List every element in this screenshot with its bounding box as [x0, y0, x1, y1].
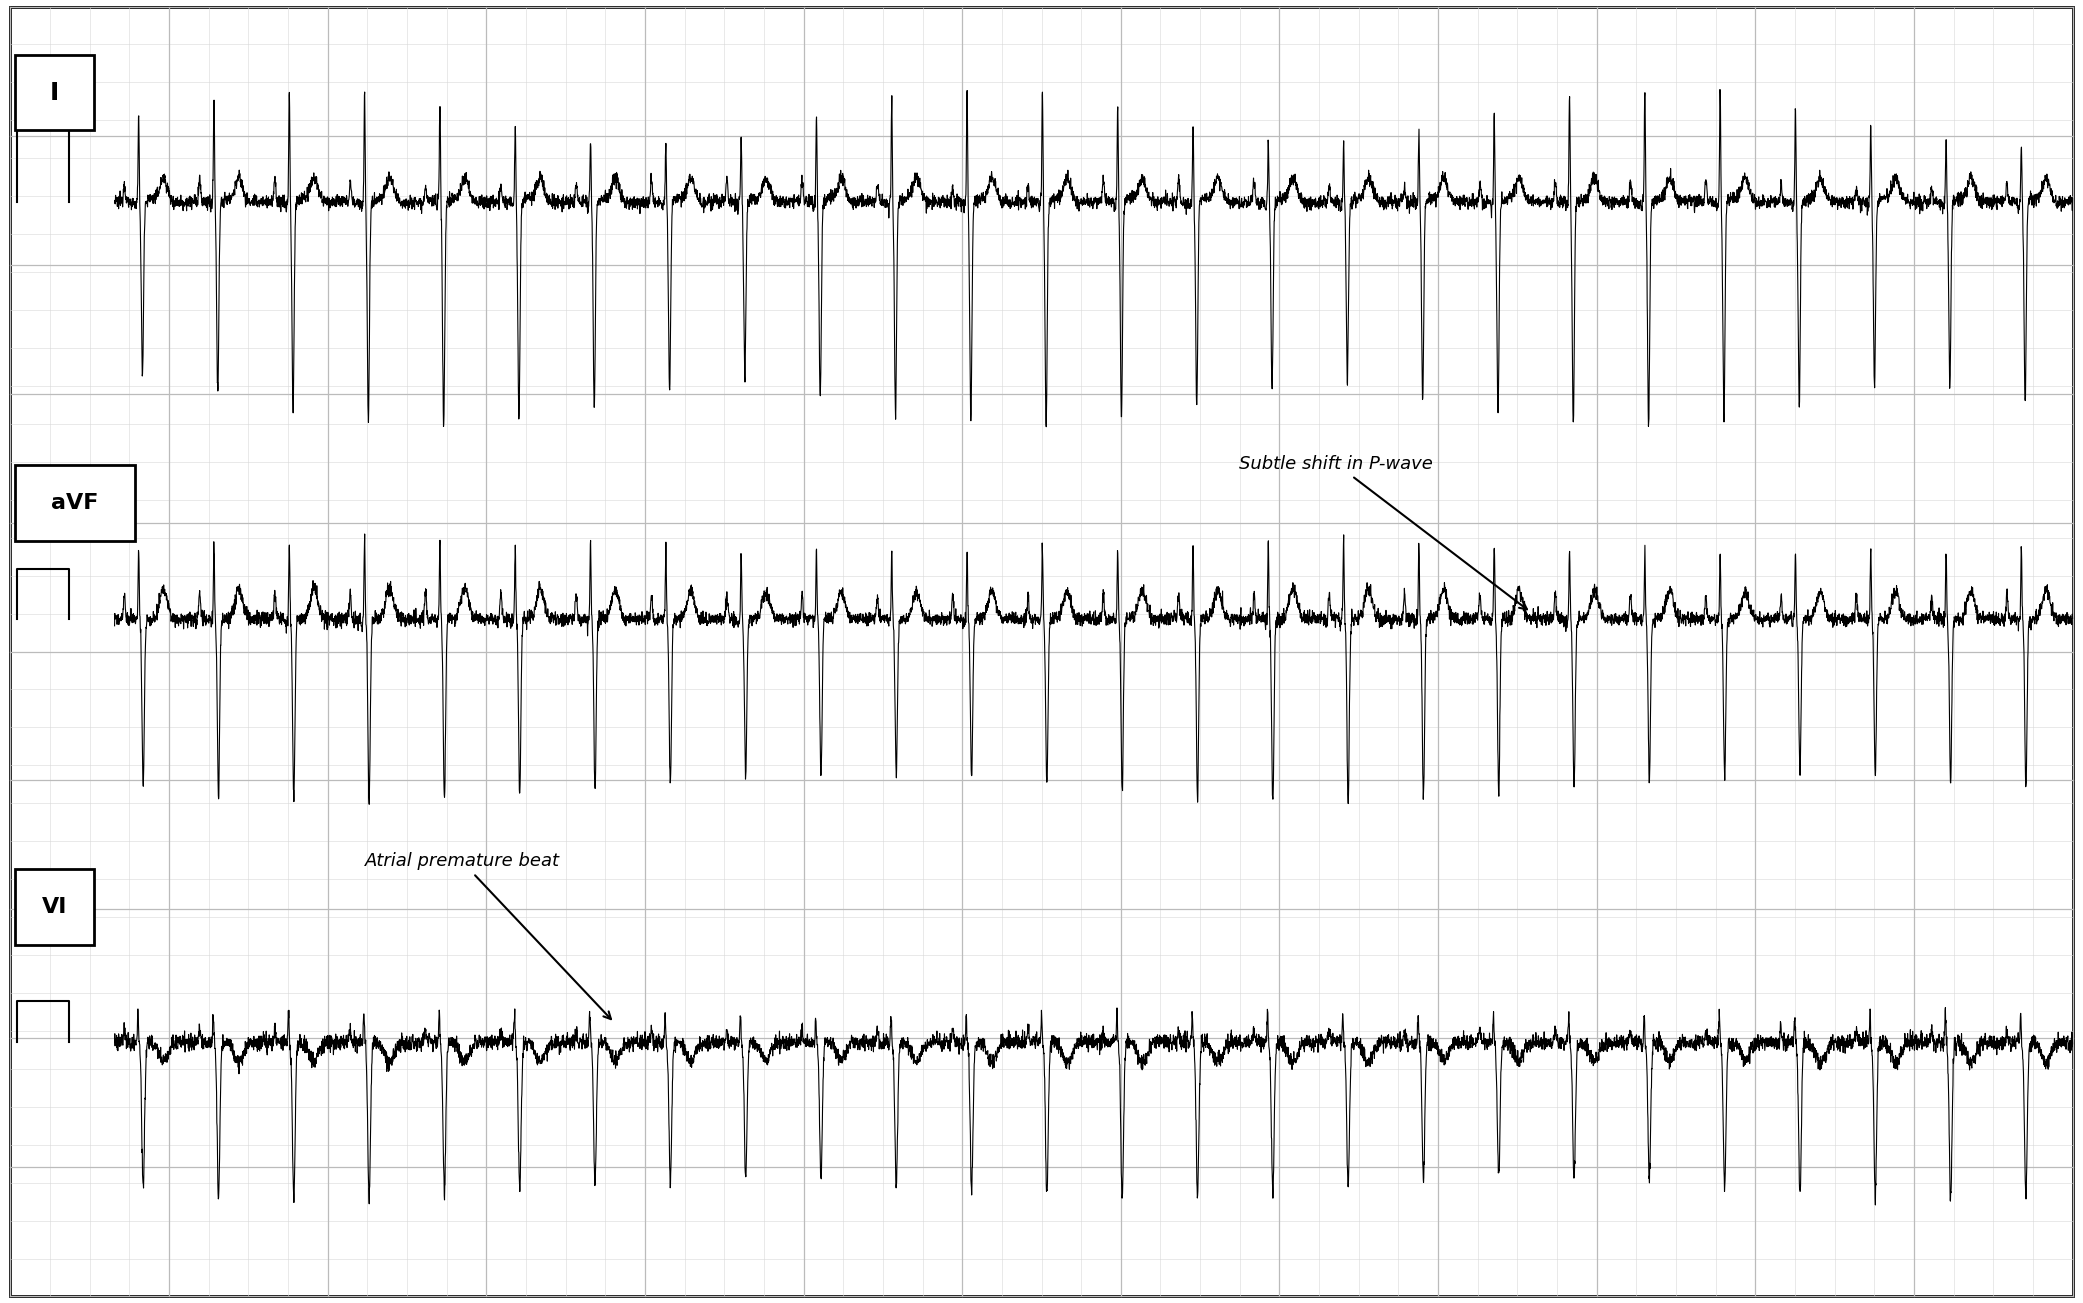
Bar [15, 465, 135, 541]
Bar [15, 55, 94, 130]
Text: aVF: aVF [52, 493, 98, 513]
Text: VI: VI [42, 896, 67, 917]
Bar [15, 869, 94, 945]
Text: I: I [50, 81, 58, 104]
Text: Subtle shift in P-wave: Subtle shift in P-wave [1239, 455, 1527, 610]
Text: Atrial premature beat: Atrial premature beat [365, 852, 610, 1019]
